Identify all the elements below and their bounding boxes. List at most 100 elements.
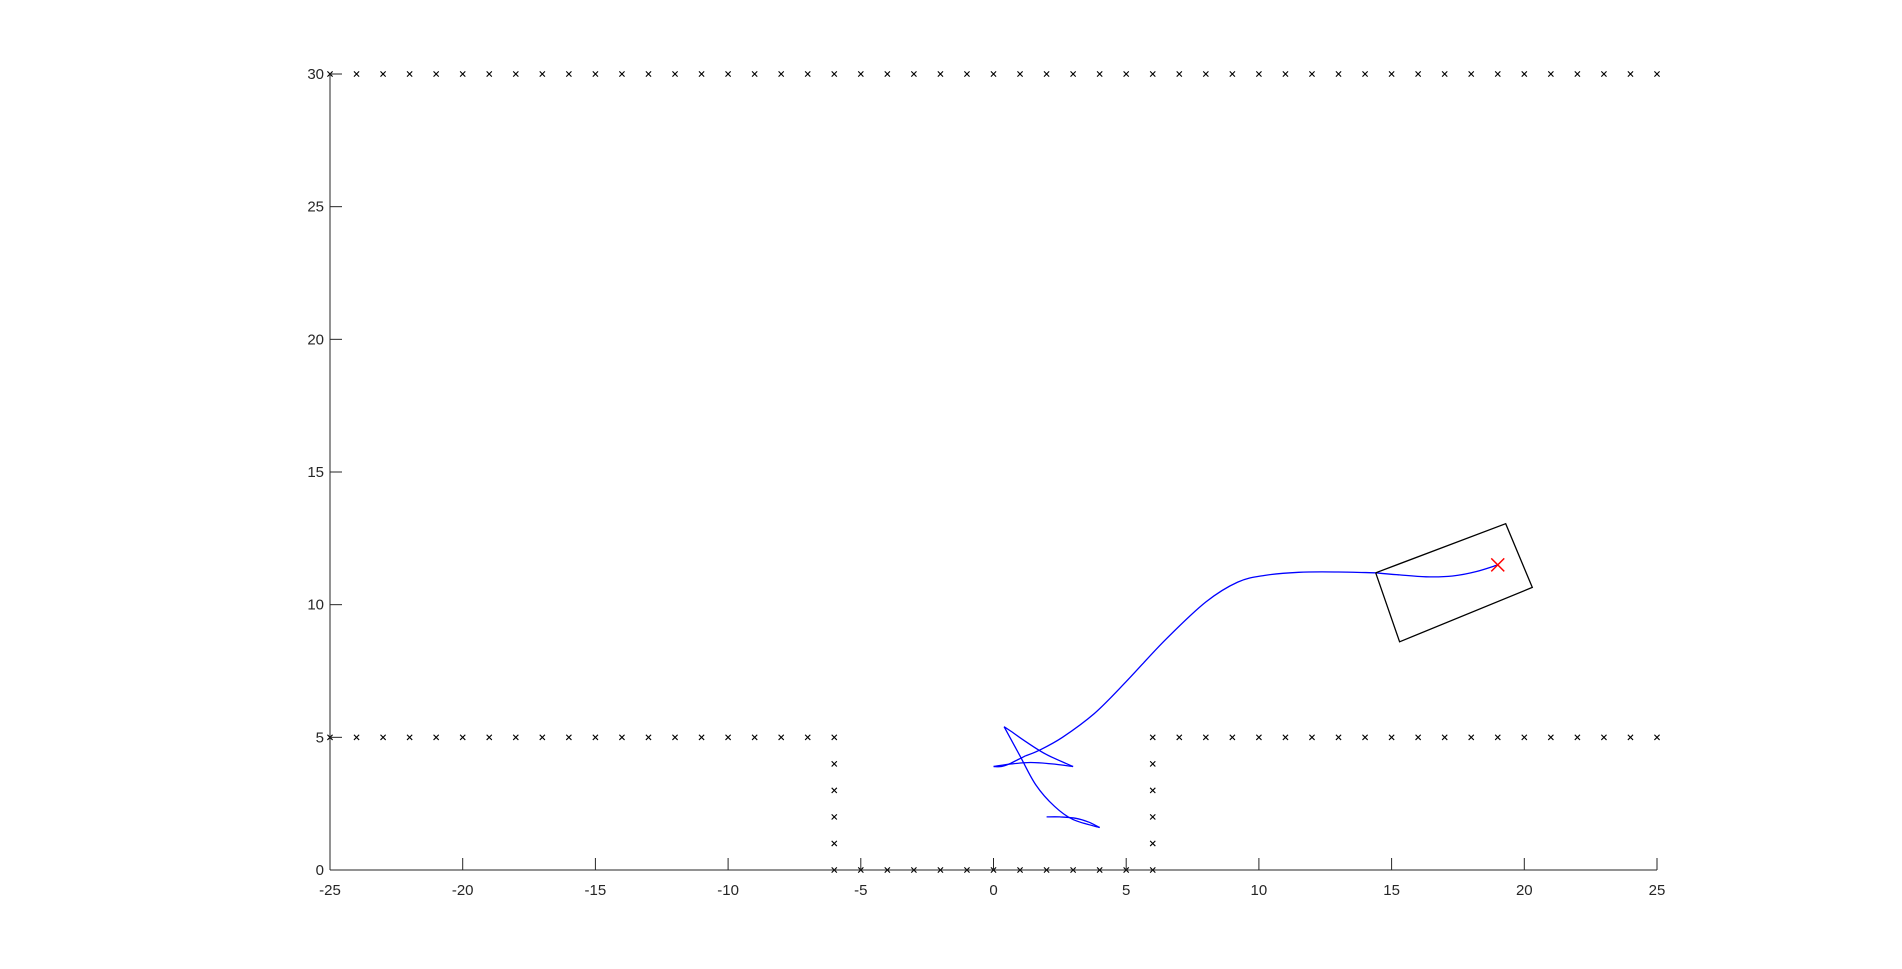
obstacle-point	[831, 71, 838, 77]
obstacle-point	[725, 71, 732, 77]
obstacle-point	[990, 71, 997, 77]
obstacle-point	[592, 71, 599, 77]
obstacle-point	[1123, 71, 1130, 77]
obstacle-point	[698, 71, 705, 77]
obstacle-point	[804, 71, 811, 77]
obstacle-point	[512, 71, 519, 77]
obstacle-point	[778, 71, 785, 77]
obstacle-point	[778, 734, 785, 741]
obstacle-point	[1494, 734, 1501, 741]
obstacle-point	[1362, 71, 1369, 77]
x-tick-label: -10	[717, 882, 739, 899]
obstacle-point	[857, 71, 864, 77]
obstacle-point	[1202, 71, 1209, 77]
obstacle-point	[831, 787, 838, 794]
obstacle-point	[1176, 734, 1183, 741]
y-tick-label: 10	[307, 597, 324, 614]
obstacle-point	[1441, 71, 1448, 77]
obstacle-point	[1574, 71, 1581, 77]
obstacle-point	[1149, 840, 1156, 847]
obstacle-point	[1149, 734, 1156, 741]
target-layer	[1490, 557, 1505, 572]
obstacle-point	[565, 71, 572, 77]
path-segment	[1003, 726, 1074, 768]
obstacle-point	[672, 71, 679, 77]
obstacle-point	[592, 734, 599, 741]
x-tick-label: 20	[1516, 882, 1533, 899]
x-tick-label: 25	[1649, 882, 1666, 899]
obstacle-point	[1441, 734, 1448, 741]
obstacle-point	[380, 734, 387, 741]
obstacle-point	[459, 734, 466, 741]
obstacle-point	[831, 734, 838, 741]
obstacle-point	[725, 734, 732, 741]
y-tick-label: 5	[316, 729, 324, 746]
path-segment	[1375, 564, 1498, 578]
obstacle-point	[1521, 734, 1528, 741]
obstacle-point	[539, 734, 546, 741]
obstacle-point	[1070, 71, 1077, 77]
vehicle-layer	[1375, 522, 1534, 643]
obstacle-point	[1388, 734, 1395, 741]
path-segment	[993, 761, 1074, 768]
obstacle-point	[804, 734, 811, 741]
obstacle-point	[512, 734, 519, 741]
obstacle-point	[353, 734, 360, 741]
obstacle-point	[751, 734, 758, 741]
obstacle-point	[1282, 71, 1289, 77]
obstacle-point	[1415, 71, 1422, 77]
obstacle-point	[1654, 71, 1660, 77]
obstacle-point	[618, 71, 625, 77]
obstacle-point	[486, 71, 493, 77]
obstacle-point	[1547, 71, 1554, 77]
obstacle-point	[433, 71, 440, 77]
obstacle-point	[1388, 71, 1395, 77]
x-tick-label: -20	[452, 882, 474, 899]
path-series	[993, 564, 1498, 829]
obstacle-point	[1229, 71, 1236, 77]
obstacle-point	[698, 734, 705, 741]
y-tick-label: 0	[316, 862, 324, 879]
y-tick-label: 15	[307, 464, 324, 481]
obstacle-point	[618, 734, 625, 741]
obstacle-point	[831, 840, 838, 847]
obstacle-point	[1096, 71, 1103, 77]
obstacle-point	[1654, 734, 1660, 741]
x-tick-label: 5	[1122, 882, 1130, 899]
obstacle-point	[1282, 734, 1289, 741]
y-tick-label: 30	[307, 66, 324, 83]
obstacle-point	[433, 734, 440, 741]
y-tick-label: 25	[307, 199, 324, 216]
obstacle-point	[353, 71, 360, 77]
obstacle-point	[1627, 71, 1634, 77]
path-segment	[1003, 726, 1100, 829]
obstacle-point	[1494, 71, 1501, 77]
obstacle-point	[1043, 71, 1050, 77]
obstacle-point	[831, 760, 838, 767]
obstacle-point	[459, 71, 466, 77]
obstacle-point	[1362, 734, 1369, 741]
obstacle-point	[937, 71, 944, 77]
obstacle-point	[672, 734, 679, 741]
axes: -25 -20 -15 -10 -5 0 5 10 15 20 25 0 5 10 15 20 25 30	[307, 66, 1665, 899]
path-segment	[1025, 571, 1376, 757]
obstacle-point	[963, 71, 970, 77]
obstacle-point	[406, 734, 413, 741]
obstacle-point	[1308, 71, 1315, 77]
obstacle-point	[910, 71, 917, 77]
obstacle-point	[1176, 71, 1183, 77]
obstacle-point	[565, 734, 572, 741]
x-tick-label: 15	[1383, 882, 1400, 899]
x-tick-label: 10	[1251, 882, 1268, 899]
x-tick-label: -5	[854, 882, 867, 899]
obstacle-point	[884, 71, 891, 77]
obstacle-point	[1600, 71, 1607, 77]
obstacle-point	[1415, 734, 1422, 741]
obstacle-point	[1308, 734, 1315, 741]
obstacle-point	[1255, 734, 1262, 741]
path-segment	[1046, 816, 1100, 829]
obstacle-point	[406, 71, 413, 77]
obstacle-point	[1335, 71, 1342, 77]
obstacle-point	[645, 71, 652, 77]
